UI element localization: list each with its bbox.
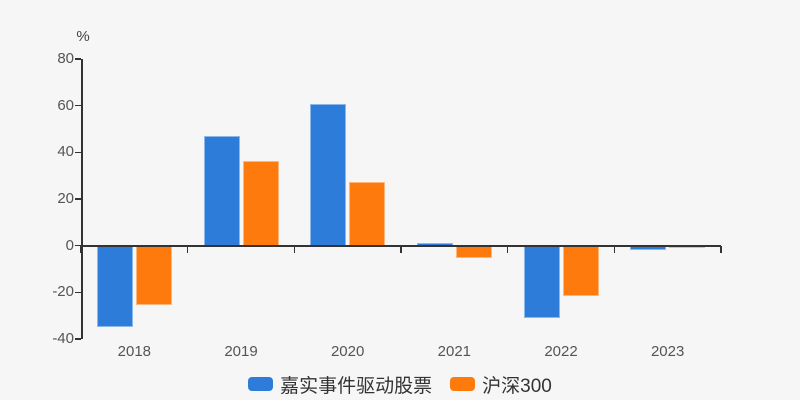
x-axis-tick	[400, 245, 402, 253]
y-axis-tick	[75, 104, 81, 107]
x-axis-category-label: 2023	[650, 343, 685, 360]
y-axis-tick	[75, 198, 81, 200]
x-axis-tick	[506, 245, 509, 253]
y-axis-tick	[75, 151, 81, 154]
legend-marker-icon	[248, 377, 274, 391]
y-axis-tick-label: 40	[57, 143, 74, 161]
bar-series-1-2018[interactable]	[135, 245, 172, 305]
bar-series-0-2020[interactable]	[310, 103, 347, 246]
x-axis-tick	[613, 245, 616, 253]
bar-series-1-2021[interactable]	[455, 245, 492, 258]
x-axis-tick	[720, 245, 722, 253]
x-axis-tick	[186, 245, 189, 253]
y-axis-line	[81, 59, 83, 339]
y-axis-tick-label: 80	[57, 50, 74, 67]
legend-item-1[interactable]: 沪深300	[450, 371, 552, 398]
y-axis-tick	[75, 291, 81, 294]
y-axis-tick-label: 20	[57, 190, 74, 207]
y-axis-tick	[75, 244, 81, 247]
y-axis-tick-label: 0	[65, 236, 74, 254]
x-axis-tick	[293, 245, 296, 253]
bar-series-0-2019[interactable]	[203, 135, 240, 246]
bar-series-1-2020[interactable]	[349, 182, 386, 246]
x-axis-category-label: 2021	[437, 343, 472, 360]
y-axis-tick	[75, 338, 81, 340]
x-axis-tick	[80, 245, 82, 253]
bar-series-1-2019[interactable]	[242, 161, 279, 246]
legend-item-0[interactable]: 嘉实事件驱动股票	[248, 371, 432, 398]
bar-series-0-2018[interactable]	[96, 245, 133, 327]
bar-series-1-2022[interactable]	[562, 245, 599, 297]
legend-label: 沪深300	[482, 375, 552, 397]
legend-label: 嘉实事件驱动股票	[280, 375, 433, 397]
y-axis-tick-label: -40	[52, 330, 74, 347]
legend-marker-icon	[450, 377, 476, 391]
x-axis-category-label: 2020	[330, 343, 365, 360]
x-axis-category-label: 2019	[224, 343, 258, 360]
y-axis-tick	[75, 58, 81, 60]
y-axis-tick-label: 60	[57, 96, 74, 114]
bar-series-0-2022[interactable]	[523, 245, 560, 318]
x-axis-category-label: 2018	[117, 343, 152, 360]
y-axis-unit-label: %	[76, 28, 90, 45]
x-axis-category-label: 2022	[544, 343, 578, 360]
y-axis-tick-label: -20	[52, 283, 74, 301]
legend: 嘉实事件驱动股票 沪深300	[0, 370, 800, 398]
